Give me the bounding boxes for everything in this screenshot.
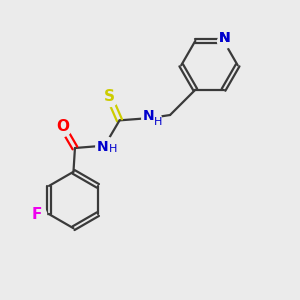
Text: O: O (56, 119, 69, 134)
Text: N: N (219, 32, 231, 46)
Text: N: N (97, 140, 108, 154)
Text: H: H (154, 116, 162, 127)
Text: F: F (31, 207, 42, 222)
Text: S: S (103, 89, 115, 104)
Text: N: N (142, 110, 154, 124)
Text: H: H (109, 144, 117, 154)
Text: N: N (219, 32, 231, 46)
